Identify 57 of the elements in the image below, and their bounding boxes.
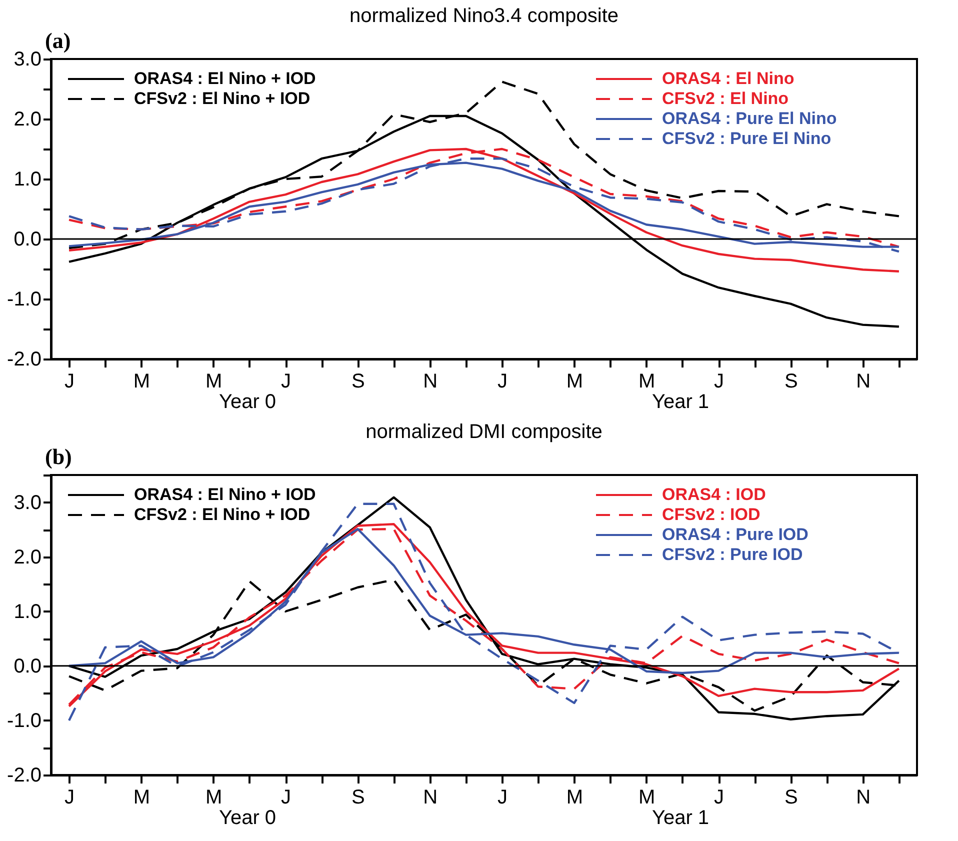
- x-tick-label: J: [714, 370, 724, 392]
- x-tick-label: J: [714, 786, 724, 808]
- text: Year 0: [218, 807, 276, 829]
- x-tick-label: M: [566, 786, 584, 808]
- legend-label: CFSv2 : El Nino + IOD: [134, 89, 310, 108]
- legend-label: CFSv2 : IOD: [662, 505, 760, 524]
- y-tick-label: 3.0: [14, 48, 42, 70]
- text: Year 1: [652, 807, 710, 829]
- x-tick-label: M: [206, 370, 222, 392]
- legend-label: ORAS4 : El Nino + IOD: [134, 69, 316, 88]
- x-tick-label: N: [856, 370, 871, 392]
- x-tick-label: M: [133, 786, 150, 808]
- text: (a): [45, 28, 71, 53]
- text: (b): [45, 444, 72, 469]
- y-tick-label: 1.0: [14, 600, 42, 623]
- y-tick-label: -2.0: [7, 348, 42, 370]
- x-tick-label: N: [856, 786, 871, 808]
- legend-label: ORAS4 : Pure IOD: [662, 525, 808, 544]
- x-tick-label: M: [638, 370, 656, 392]
- x-tick-label: J: [498, 786, 508, 808]
- x-tick-label: N: [423, 370, 438, 392]
- x-tick-label: M: [638, 786, 656, 808]
- legend-label: ORAS4 : El Nino + IOD: [134, 485, 316, 504]
- legend-label: CFSv2 : Pure El Nino: [662, 129, 832, 148]
- x-tick-label: M: [133, 370, 150, 392]
- x-tick-label: S: [784, 786, 798, 808]
- x-tick-label: S: [352, 786, 365, 808]
- x-tick-label: J: [281, 786, 292, 808]
- text: Year 1: [652, 391, 710, 413]
- legend-label: ORAS4 : IOD: [662, 485, 766, 504]
- y-tick-label: 2.0: [14, 108, 42, 130]
- x-tick-label: J: [281, 370, 292, 392]
- legend-label: CFSv2 : El Nino + IOD: [134, 505, 310, 524]
- legend-label: CFSv2 : El Nino: [662, 89, 789, 108]
- y-tick-label: -1.0: [7, 288, 42, 310]
- chart-title: normalized DMI composite: [366, 421, 602, 443]
- x-tick-label: J: [64, 786, 75, 808]
- text: Year 0: [218, 391, 276, 413]
- y-tick-label: 3.0: [14, 492, 42, 514]
- legend-label: ORAS4 : Pure El Nino: [662, 109, 837, 128]
- line-series: [68, 148, 900, 272]
- y-tick-label: 2.0: [14, 546, 42, 568]
- legend-label: ORAS4 : El Nino: [662, 69, 794, 88]
- y-tick-label: 1.0: [14, 168, 42, 190]
- x-tick-label: J: [64, 370, 75, 392]
- x-tick-label: M: [206, 786, 222, 808]
- y-tick-label: 0.0: [14, 228, 42, 250]
- legend-label: CFSv2 : Pure IOD: [662, 545, 803, 564]
- y-tick-label: 0.0: [14, 655, 42, 678]
- x-tick-label: J: [498, 370, 508, 392]
- x-tick-label: M: [566, 370, 584, 392]
- y-tick-label: -1.0: [7, 710, 42, 732]
- x-tick-label: S: [352, 370, 365, 392]
- x-tick-label: S: [784, 370, 798, 392]
- chart-title: normalized Nino3.4 composite: [349, 5, 619, 27]
- x-tick-label: N: [423, 786, 438, 808]
- y-tick-label: -2.0: [7, 764, 42, 786]
